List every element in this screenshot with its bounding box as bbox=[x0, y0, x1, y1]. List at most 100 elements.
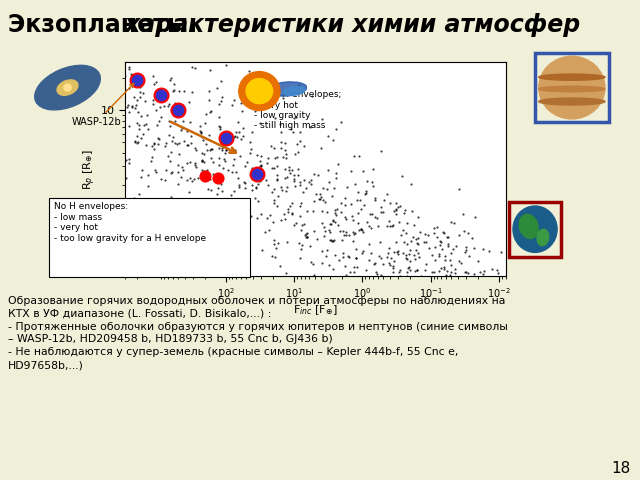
Point bbox=[270, 115, 280, 122]
Point bbox=[301, 233, 312, 240]
Point bbox=[255, 163, 266, 170]
Point bbox=[217, 187, 227, 194]
Point bbox=[415, 228, 426, 236]
Point bbox=[349, 268, 359, 276]
Point bbox=[388, 264, 399, 272]
Point bbox=[280, 140, 291, 147]
Point bbox=[460, 248, 470, 256]
Point bbox=[220, 157, 230, 165]
Point bbox=[356, 226, 367, 233]
Point bbox=[389, 207, 399, 215]
Point bbox=[446, 249, 456, 257]
Point bbox=[196, 130, 206, 137]
Point bbox=[433, 252, 444, 259]
Point bbox=[123, 101, 133, 109]
Point bbox=[384, 244, 394, 252]
Point bbox=[143, 182, 154, 190]
Point bbox=[229, 187, 239, 194]
Point bbox=[388, 221, 398, 229]
Point bbox=[285, 169, 295, 177]
Point bbox=[240, 162, 250, 170]
Point bbox=[189, 175, 200, 183]
Point bbox=[240, 209, 250, 217]
Point bbox=[343, 252, 353, 260]
Ellipse shape bbox=[539, 98, 605, 105]
Ellipse shape bbox=[57, 80, 78, 96]
Point bbox=[376, 272, 387, 279]
Point bbox=[335, 227, 345, 235]
Point bbox=[272, 153, 282, 161]
Point bbox=[407, 207, 417, 215]
Point bbox=[378, 208, 388, 216]
Point bbox=[323, 246, 333, 254]
Point bbox=[364, 223, 374, 230]
Point bbox=[270, 154, 280, 162]
Point bbox=[424, 244, 434, 252]
Point bbox=[173, 168, 183, 175]
Point bbox=[232, 133, 242, 141]
Point bbox=[294, 212, 305, 220]
Point bbox=[317, 248, 327, 255]
Point bbox=[365, 249, 376, 257]
Point bbox=[346, 167, 356, 175]
Point bbox=[291, 114, 301, 121]
Point bbox=[174, 139, 184, 147]
Point bbox=[318, 196, 328, 204]
Point bbox=[270, 253, 280, 261]
Point bbox=[208, 170, 218, 178]
Point bbox=[351, 254, 362, 262]
Point bbox=[193, 174, 204, 182]
Point bbox=[326, 220, 336, 228]
Point bbox=[169, 80, 179, 88]
Point bbox=[154, 134, 164, 142]
Point bbox=[317, 115, 327, 123]
Point bbox=[496, 248, 506, 255]
Point bbox=[164, 76, 175, 84]
Point bbox=[246, 180, 257, 188]
Point bbox=[353, 219, 363, 227]
Point bbox=[444, 233, 454, 240]
Ellipse shape bbox=[266, 82, 307, 96]
Point bbox=[349, 264, 359, 271]
Point bbox=[367, 178, 378, 186]
Point bbox=[161, 166, 172, 174]
Point bbox=[295, 128, 305, 136]
Point bbox=[255, 120, 265, 127]
Point bbox=[449, 269, 460, 277]
Point bbox=[232, 249, 242, 257]
Point bbox=[290, 182, 300, 190]
Point bbox=[269, 240, 279, 248]
Point bbox=[196, 156, 207, 164]
Point bbox=[369, 261, 380, 268]
Point bbox=[137, 166, 147, 174]
Point bbox=[413, 240, 423, 248]
Point bbox=[182, 159, 192, 167]
Point bbox=[285, 203, 295, 210]
Point bbox=[391, 200, 401, 207]
Point bbox=[205, 108, 215, 116]
Point bbox=[403, 219, 413, 227]
Point bbox=[204, 87, 214, 95]
Point bbox=[280, 165, 290, 172]
Point bbox=[308, 170, 319, 178]
Point bbox=[395, 203, 405, 210]
Point bbox=[244, 231, 255, 239]
Point bbox=[230, 132, 240, 140]
Point bbox=[330, 206, 340, 214]
Point bbox=[127, 104, 138, 111]
Text: 18: 18 bbox=[611, 461, 630, 476]
Point bbox=[162, 200, 172, 208]
Point bbox=[268, 218, 278, 226]
Point bbox=[120, 72, 131, 80]
Point bbox=[145, 157, 156, 165]
Point bbox=[149, 140, 159, 148]
Point bbox=[252, 151, 262, 159]
Point bbox=[205, 66, 215, 73]
Point bbox=[141, 141, 152, 149]
Point bbox=[306, 176, 316, 184]
Point bbox=[282, 183, 292, 191]
Point bbox=[208, 223, 218, 230]
Point bbox=[408, 233, 419, 241]
Point bbox=[135, 88, 145, 96]
Point bbox=[402, 240, 412, 248]
